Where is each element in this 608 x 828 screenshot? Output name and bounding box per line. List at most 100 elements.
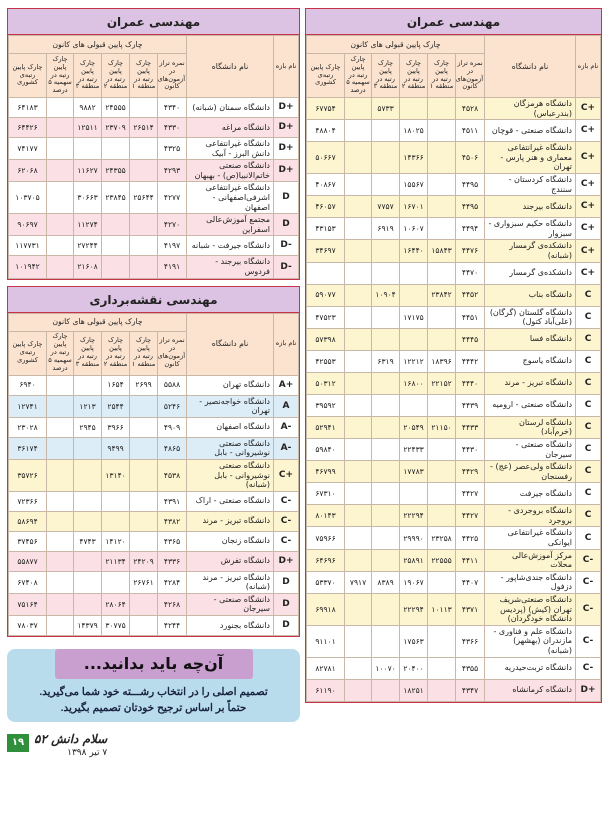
cell-score: ۴۲۷۷ bbox=[157, 181, 188, 215]
table-row: C+ دانشگاه بیرجند ۴۴۹۵ ۱۶۷۰۱ ۷۷۵۷ ۴۶۰۵۷ bbox=[305, 195, 601, 219]
cell-region1: ۱۰۱۱۳ bbox=[427, 593, 457, 626]
table-row: C+ دانشگاه صنعتی - قوچان ۴۵۱۱ ۱۸۰۲۵ ۴۸۸۰۴ bbox=[305, 119, 601, 143]
cell-region2 bbox=[399, 261, 429, 285]
header-band: نام بازه bbox=[273, 35, 299, 98]
header-quota5: چارک پایین رتبه در سهمیه ۵ درصد bbox=[46, 330, 75, 376]
cell-score: ۴۴۷۶ bbox=[455, 239, 486, 263]
cell-band: D bbox=[273, 570, 299, 594]
cell-band: C- bbox=[273, 490, 299, 512]
cell-region1 bbox=[427, 393, 457, 417]
cell-quota5 bbox=[46, 416, 75, 438]
cell-score: ۴۲۹۳ bbox=[157, 159, 188, 183]
cell-quota5 bbox=[344, 305, 373, 329]
cell-score: ۴۳۶۶ bbox=[455, 624, 486, 658]
cell-region2: ۳۰۷۷۵ bbox=[101, 615, 131, 637]
cell-region1 bbox=[129, 615, 159, 637]
cell-quota5 bbox=[46, 570, 75, 594]
cell-band: C- bbox=[575, 656, 601, 680]
cell-quota5 bbox=[46, 159, 75, 183]
cell-region2: ۲۲۲۹۴ bbox=[399, 593, 429, 626]
cell-region1 bbox=[427, 504, 457, 528]
cell-region2 bbox=[399, 96, 429, 121]
cell-score: ۴۳۴۷ bbox=[455, 678, 486, 702]
cell-region3: ۱۲۵۱۱ bbox=[73, 117, 103, 138]
table-row: C+ دانشکده‌ی گرمسار ۴۴۷۰ bbox=[305, 261, 601, 285]
table-row: D+ دانشگاه کرمانشاه ۴۳۴۷ ۱۸۲۵۱ ۶۱۱۹۰ bbox=[305, 678, 601, 702]
table-row: D دانشگاه تبریز - مرند (شبانه) ۴۲۸۴ ۲۶۷۶۱ ۶۷… bbox=[7, 570, 299, 594]
cell-quota5 bbox=[46, 458, 75, 492]
cell-university: دانشگاه جیرفت - شبانه bbox=[186, 235, 274, 257]
cell-region3 bbox=[371, 460, 401, 484]
cell-university: دانشگاه تهران bbox=[186, 374, 274, 396]
table-row: C+ دانشگاه صنعتی نوشیروانی - بابل (شبانه)… bbox=[7, 458, 299, 492]
cell-band: C+ bbox=[575, 96, 601, 121]
right-column: مهندسی عمران نام بازه نام دانشگاه چارک پای… bbox=[305, 8, 602, 703]
header-national: چارک پایین رتبه‌ی کشوری bbox=[305, 53, 346, 98]
cell-region1: ۲۱۱۵۰ bbox=[427, 415, 457, 439]
table-row: A- دانشگاه صنعتی نوشیروانی - بابل ۴۸۶۵ ۹۴۹۹… bbox=[7, 436, 299, 460]
table-row: C+ دانشگاه غیرانتفاعی معماری و هنر پارس -… bbox=[305, 141, 601, 174]
cell-region3 bbox=[371, 415, 401, 439]
table-row: A دانشگاه خواجه‌نصیر - تهران ۵۲۴۶ ۲۵۴۴ ۱۲۱۳ ۱… bbox=[7, 394, 299, 418]
cell-region1 bbox=[129, 416, 159, 438]
cell-band: D- bbox=[273, 235, 299, 257]
data-table: نام بازه نام دانشگاه چارک پایین قبولی های … bbox=[7, 312, 299, 637]
cell-region1 bbox=[129, 592, 159, 617]
cell-university: دانشگاه جیرفت bbox=[484, 482, 576, 506]
cell-score: ۴۴۵۱ bbox=[455, 305, 486, 329]
table-row: D+ دانشگاه تفرش ۴۳۳۶ ۲۴۲۰۹ ۲۱۱۳۴ ۵۵۸۷۷ bbox=[7, 550, 299, 572]
page-footer: ۱۹ سلام دانش ۵۲ ۷ تیر ۱۳۹۸ bbox=[7, 732, 300, 762]
cell-quota5 bbox=[344, 349, 373, 373]
cell-band: D bbox=[273, 213, 299, 237]
cell-national: ۱۰۳۷۰۵ bbox=[7, 181, 48, 215]
cell-band: C+ bbox=[575, 217, 601, 241]
cell-quota5 bbox=[344, 195, 373, 219]
header-university: نام دانشگاه bbox=[186, 35, 274, 98]
cell-region3: ۶۳۱۹ bbox=[371, 349, 401, 373]
cell-quota5 bbox=[344, 482, 373, 506]
cell-region2: ۳۹۶۶ bbox=[101, 416, 131, 438]
cell-region3 bbox=[73, 490, 103, 512]
cell-region1 bbox=[427, 172, 457, 197]
cell-university: دانشگاه بیرجند - فردوس bbox=[186, 255, 274, 279]
table-row: C دانشگاه بناب ۴۴۵۲ ۲۳۸۴۲ ۱۰۹۰۴ ۵۹۰۷۷ bbox=[305, 283, 601, 307]
cell-quota5 bbox=[46, 550, 75, 572]
cell-band: D+ bbox=[575, 678, 601, 702]
cell-band: C+ bbox=[575, 261, 601, 285]
cell-region1 bbox=[427, 261, 457, 285]
cell-region1 bbox=[427, 460, 457, 484]
cell-region2: ۱۲۲۱۲ bbox=[399, 349, 429, 373]
cell-quota5 bbox=[46, 394, 75, 418]
cell-university: دانشگاه بجنورد bbox=[186, 615, 274, 637]
cell-university: دانشگاه زنجان bbox=[186, 530, 274, 552]
cell-region1 bbox=[129, 394, 159, 418]
cell-quota5 bbox=[344, 460, 373, 484]
cell-region2: ۲۲۴۳۳ bbox=[399, 437, 429, 462]
cell-band: C bbox=[575, 371, 601, 395]
surveying-engineering-table: مهندسی نقشه‌برداری نام بازه نام دانشگاه چا… bbox=[7, 285, 300, 638]
left-column: مهندسی عمران نام بازه نام دانشگاه چارک پای… bbox=[7, 8, 300, 762]
cell-national: ۵۰۶۶۷ bbox=[305, 141, 346, 174]
cell-university: دانشگاه کرمانشاه bbox=[484, 678, 576, 702]
header-university: نام دانشگاه bbox=[186, 312, 274, 376]
cell-region1: ۲۶۷۶۱ bbox=[129, 570, 159, 594]
cell-quota5 bbox=[46, 592, 75, 617]
cell-national: ۶۴۶۹۶ bbox=[305, 548, 346, 572]
header-region2: چارک پایین رتبه در منطقه ۲ bbox=[101, 330, 131, 376]
cell-band: C- bbox=[273, 510, 299, 532]
cell-region3: ۳۰۶۶۳ bbox=[73, 181, 103, 215]
table-row: C+ دانشگاه هرمزگان (بندرعباس) ۴۵۲۸ ۵۷۳۳ ۶۷۷۵… bbox=[305, 96, 601, 121]
cell-national: ۱۰۱۹۴۲ bbox=[7, 255, 48, 279]
cell-score: ۴۴۷۰ bbox=[455, 261, 486, 285]
table-row: C دانشگاه غیرانتفاعی ایوانکی ۴۴۲۵ ۲۳۲۵۸ ۲۹۹۹… bbox=[305, 526, 601, 550]
cell-region3 bbox=[371, 482, 401, 506]
cell-band: C- bbox=[575, 624, 601, 658]
cell-region2 bbox=[399, 482, 429, 506]
cell-national: ۴۶۷۹۹ bbox=[305, 460, 346, 484]
cell-region2: ۲۱۱۳۴ bbox=[101, 550, 131, 572]
cell-region2: ۲۹۹۹۰ bbox=[399, 526, 429, 550]
cell-band: C- bbox=[273, 530, 299, 552]
cell-region3 bbox=[371, 548, 401, 572]
cell-score: ۴۵۲۸ bbox=[455, 96, 486, 121]
table-row: C دانشگاه گلستان (گرگان) (علی‌آباد کتول) ۴… bbox=[305, 305, 601, 329]
